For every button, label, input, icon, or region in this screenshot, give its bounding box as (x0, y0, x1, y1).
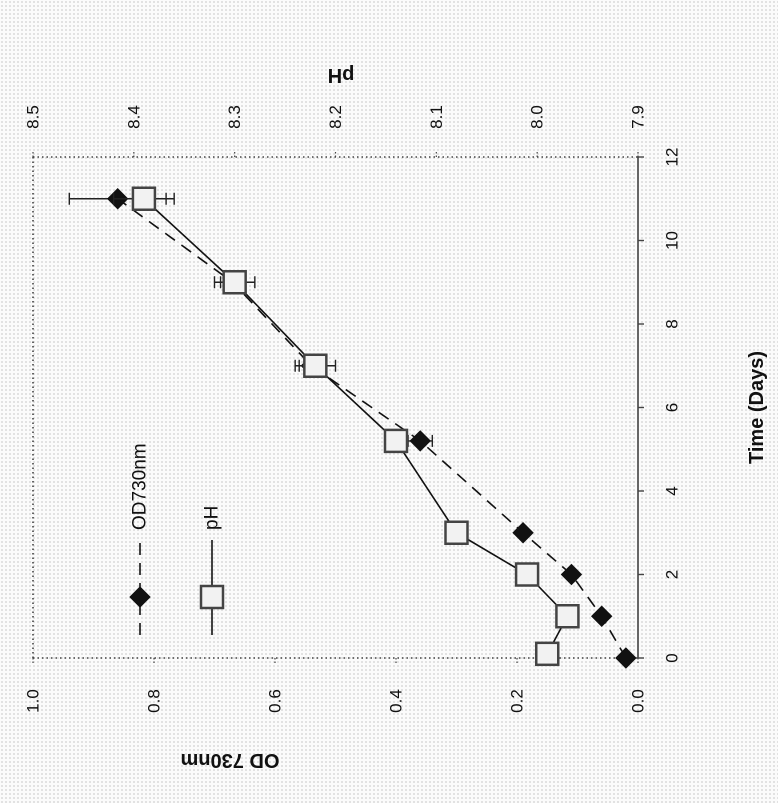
x-tick-label: 6 (663, 403, 682, 412)
legend-item-od730nm: OD730nm (129, 443, 151, 635)
data-point (383, 428, 409, 454)
legend-marker (129, 586, 151, 608)
y2-tick-label: 8.2 (326, 105, 345, 129)
x-tick-label: 12 (663, 148, 682, 167)
x-axis-title: Time (Days) (746, 351, 768, 464)
data-point (535, 641, 560, 667)
data-point (615, 647, 637, 669)
y-tick-label: 0.6 (266, 689, 285, 713)
legend-label: pH (202, 506, 223, 530)
series-line (117, 198, 627, 659)
y-axis-title: OD 730nm (181, 749, 280, 771)
x-tick-label: 4 (663, 486, 682, 495)
legend-item-ph: pH (199, 506, 225, 635)
y2-tick-label: 8.1 (427, 105, 446, 129)
y-tick-label: 0.4 (387, 689, 406, 713)
data-point (409, 430, 431, 452)
data-point (560, 563, 583, 586)
y2-tick-label: 7.9 (629, 105, 648, 129)
y2-tick-label: 8.5 (24, 105, 43, 129)
data-point (303, 353, 328, 378)
series-ph (112, 186, 580, 667)
y2-axis-title: pH (328, 64, 355, 86)
data-point (514, 562, 540, 587)
x-tick-label: 10 (663, 231, 682, 250)
y2-tick-label: 8.0 (528, 105, 547, 129)
y-tick-label: 0.2 (508, 689, 527, 713)
data-point (512, 522, 534, 544)
legend-marker (199, 584, 225, 610)
data-point (444, 520, 469, 545)
data-point (555, 604, 580, 629)
plot-series (68, 186, 637, 669)
y2-tick-label: 8.3 (225, 105, 244, 129)
legend-label: OD730nm (130, 443, 151, 530)
y-tick-label: 0.8 (145, 689, 164, 713)
x-tick-label: 0 (663, 653, 682, 662)
data-point (131, 186, 157, 211)
axis-titles: Time (Days) OD 730nm pH (181, 64, 768, 771)
plot-axes: 0 2 4 6 8 10 12 0.0 0.2 0.4 0.6 0.8 1.0 7.9 8.0 8.1 8.2 8… (24, 105, 682, 713)
y2-tick-label: 8.4 (124, 105, 143, 129)
x-tick-label: 8 (663, 319, 682, 328)
y-tick-label: 1.0 (24, 689, 43, 713)
series-od730nm (68, 188, 637, 669)
legend: OD730nm pH (129, 443, 225, 635)
y-tick-label: 0.0 (629, 689, 648, 713)
data-point (222, 270, 247, 295)
x-tick-label: 2 (663, 570, 682, 579)
data-point (590, 605, 613, 627)
